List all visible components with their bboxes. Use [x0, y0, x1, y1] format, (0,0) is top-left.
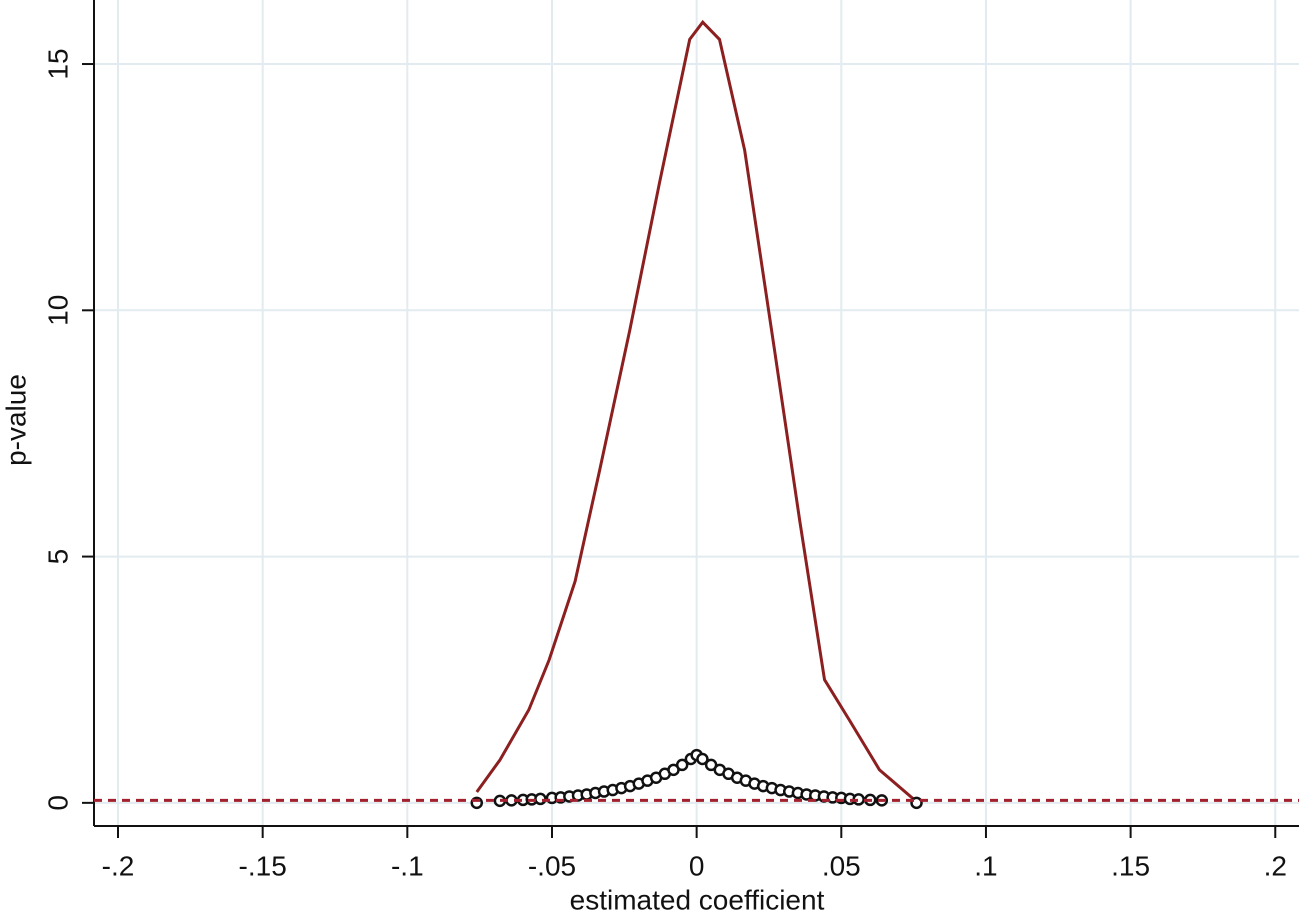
scatter-point	[696, 752, 709, 766]
y-tick-label: 5	[42, 549, 73, 565]
x-tick-label: -.05	[528, 850, 576, 881]
y-axis-title: p-value	[0, 374, 31, 466]
x-tick-label: .05	[822, 850, 861, 881]
x-tick-label: .1	[974, 850, 997, 881]
x-tick-label: -.2	[102, 850, 135, 881]
density-line	[475, 19, 916, 802]
x-tick-label: .15	[1111, 850, 1150, 881]
y-tick-label: 15	[42, 48, 73, 79]
scatter-point	[675, 758, 689, 772]
scatter-point	[910, 796, 923, 810]
x-tick-label: .2	[1264, 850, 1287, 881]
x-tick-label: -.1	[391, 850, 424, 881]
x-tick-label: -.15	[239, 850, 287, 881]
y-tick-label: 0	[42, 795, 73, 811]
x-axis-title: estimated coefficient	[570, 884, 825, 913]
y-tick-label: 10	[42, 295, 73, 326]
x-tick-label: 0	[689, 850, 705, 881]
